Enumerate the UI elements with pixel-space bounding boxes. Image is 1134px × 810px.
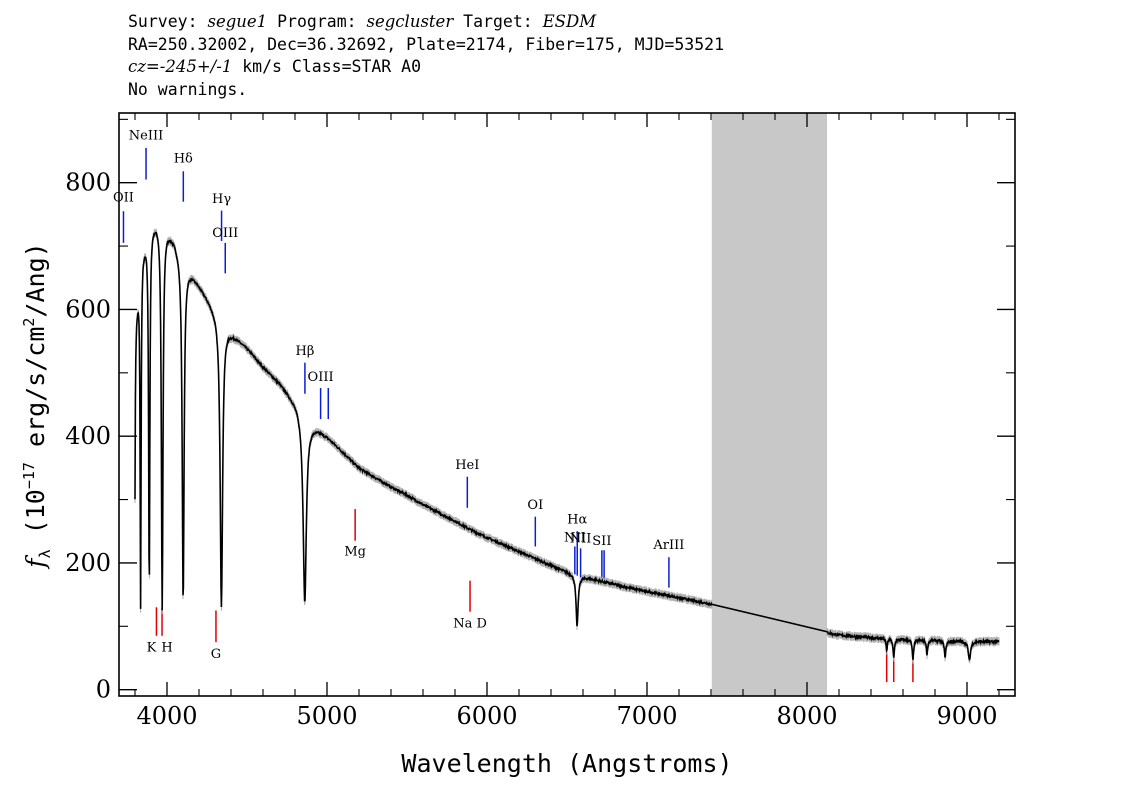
emission-line-label: Hδ: [174, 151, 193, 166]
flux-line: [134, 231, 1000, 662]
y-tick-label: 600: [65, 295, 111, 323]
emission-line-label: OII: [113, 191, 134, 206]
survey-value: segue1: [207, 12, 268, 31]
redshift-class: km/s Class=STAR A0: [232, 57, 422, 76]
y-tick-label: 800: [65, 169, 111, 197]
redshift-value: cz=-245+/-1: [128, 57, 233, 76]
emission-line-label: NII: [564, 530, 586, 545]
y-axis-f: f: [21, 555, 50, 570]
y-axis-title: fλ (10−17 erg/s/cm2/Ang): [20, 242, 54, 569]
x-tick-label: 6000: [456, 702, 517, 730]
y-tick-label: 400: [65, 422, 111, 450]
stellar-line-label: G: [211, 647, 221, 662]
y-tick-label: 0: [96, 676, 111, 704]
program-label: Program:: [267, 12, 367, 31]
stellar-line-label: K: [147, 641, 157, 656]
plot-frame: [118, 112, 1016, 697]
survey-label: Survey:: [128, 12, 208, 31]
x-tick-label: 9000: [936, 702, 997, 730]
y-axis-mid: erg/s/cm: [21, 327, 50, 462]
stellar-line-label: Na D: [453, 617, 487, 632]
emission-line-label: SII: [592, 534, 611, 549]
emission-line-label: ArIII: [652, 538, 684, 553]
masked-gap-region: [711, 113, 827, 696]
x-tick-label: 4000: [136, 702, 197, 730]
flux-error-band: [134, 228, 1000, 664]
y-axis-exp1: −17: [20, 462, 38, 489]
x-tick-label: 8000: [776, 702, 837, 730]
target-value: ESDM: [542, 12, 597, 31]
emission-line-label: Hγ: [212, 192, 231, 207]
emission-line-label: HeI: [455, 458, 479, 473]
emission-line-label: NeIII: [129, 129, 163, 144]
redshift-line: cz=-245+/-1 km/s Class=STAR A0: [128, 56, 724, 79]
emission-line-label: Hβ: [295, 344, 314, 359]
stellar-line-label: Mg: [344, 544, 366, 559]
y-axis-post: /Ang): [21, 242, 50, 317]
program-value: segcluster: [366, 12, 454, 31]
y-axis-exp2: 2: [20, 318, 38, 327]
target-label: Target:: [453, 12, 543, 31]
axis-ticks: 4000 5000 6000 7000 8000 9000 0 200 400 600 800: [65, 113, 1015, 730]
survey-line: Survey: segue1 Program: segcluster Targe…: [128, 11, 724, 34]
emission-line-label: OIII: [212, 226, 238, 241]
y-axis-pre: (10: [21, 489, 50, 549]
emission-line-label: NII: [570, 532, 592, 547]
stellar-line-label: H: [161, 641, 172, 656]
warnings-line: No warnings.: [128, 79, 248, 99]
emission-line-label: OIII: [308, 370, 334, 385]
coords-line: RA=250.32002, Dec=36.32692, Plate=2174, …: [128, 34, 725, 54]
spectrum-header: Survey: segue1 Program: segcluster Targe…: [128, 11, 724, 101]
x-tick-label: 7000: [616, 702, 677, 730]
x-axis-title: Wavelength (Angstroms): [401, 749, 732, 778]
x-tick-label: 5000: [296, 702, 357, 730]
y-axis-lambda: λ: [36, 549, 54, 558]
emission-line-label: OI: [527, 498, 543, 513]
emission-line-label: Hα: [567, 513, 587, 528]
y-tick-label: 200: [65, 549, 111, 577]
